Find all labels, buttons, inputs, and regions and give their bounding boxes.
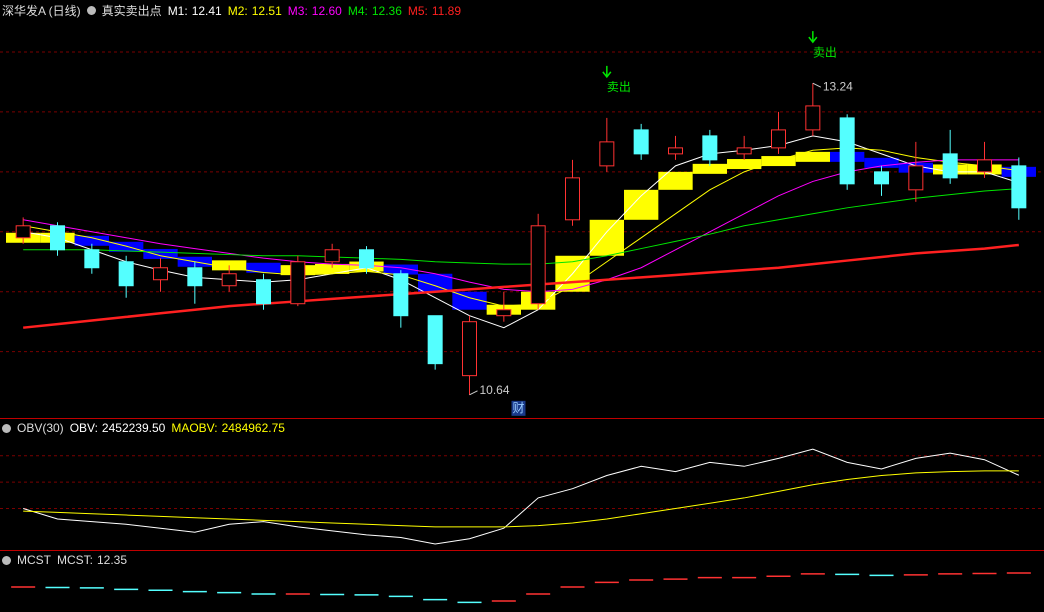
menu-icon bbox=[2, 555, 11, 565]
candle-body bbox=[50, 225, 65, 251]
indicator-block bbox=[761, 156, 796, 167]
legend-name: MAOBV: bbox=[171, 421, 218, 435]
indicator-block bbox=[658, 171, 693, 190]
candle-body bbox=[668, 147, 683, 155]
indicator-name: 真实卖出点 bbox=[101, 4, 162, 18]
indicator-block bbox=[692, 163, 727, 174]
high-label: 13.24 bbox=[823, 79, 853, 93]
high-pointer bbox=[812, 82, 822, 88]
signal-label: 卖出 bbox=[607, 80, 631, 94]
series-line bbox=[23, 243, 1019, 329]
indicator-block bbox=[589, 219, 624, 256]
readout: M1: 12.41 bbox=[168, 4, 222, 18]
series-line bbox=[23, 448, 1020, 545]
indicator-block bbox=[109, 241, 144, 252]
indicator-block bbox=[864, 157, 899, 168]
candle-body bbox=[187, 267, 203, 287]
legend-value: 11.89 bbox=[431, 3, 462, 18]
legend-name: M2: bbox=[227, 3, 248, 18]
legend-name: OBV: bbox=[69, 421, 98, 435]
candle-body bbox=[736, 147, 752, 155]
candle-body bbox=[599, 141, 615, 167]
legend-value: 12.51 bbox=[251, 3, 282, 18]
indicator-block bbox=[727, 159, 762, 170]
candle-body bbox=[633, 129, 649, 155]
readout: OBV: 2452239.50 bbox=[70, 421, 166, 435]
signal-arrow bbox=[602, 65, 612, 79]
candle-body bbox=[221, 273, 237, 287]
candle-body bbox=[496, 309, 512, 317]
candle-body bbox=[84, 249, 100, 269]
candle-body bbox=[942, 153, 958, 179]
candle-body bbox=[908, 165, 924, 191]
legend-value: 12.60 bbox=[311, 3, 342, 18]
indicator-block bbox=[624, 189, 659, 220]
candle-body bbox=[805, 105, 821, 131]
candle-body bbox=[462, 321, 477, 377]
candle-body bbox=[324, 249, 340, 263]
legend-value: 12.35 bbox=[97, 553, 128, 567]
indicator-name: OBV(30) bbox=[17, 421, 64, 435]
candle-body bbox=[1011, 165, 1027, 209]
candle-body bbox=[530, 225, 546, 305]
legend-value: 2484962.75 bbox=[221, 421, 285, 435]
indicator-block bbox=[795, 151, 830, 162]
readout: M3: 12.60 bbox=[288, 4, 342, 18]
candle-body bbox=[359, 249, 374, 269]
indicator-block bbox=[383, 264, 418, 275]
signal-label: 卖出 bbox=[813, 45, 837, 59]
chart-title: 深华发A (日线) bbox=[2, 4, 81, 18]
legend-name: MCST: bbox=[57, 553, 93, 567]
readout: M2: 12.51 bbox=[228, 4, 282, 18]
indicator-block bbox=[143, 248, 178, 259]
menu-icon bbox=[2, 423, 11, 433]
candle-body bbox=[702, 135, 718, 161]
candle-body bbox=[839, 117, 855, 185]
readout: M5: 11.89 bbox=[408, 4, 461, 18]
panel-header: MCST MCST: 12.35 bbox=[2, 553, 127, 567]
candle-body bbox=[15, 225, 31, 239]
legend-name: M5: bbox=[407, 3, 428, 18]
low-pointer bbox=[469, 390, 478, 396]
readout: MAOBV: 2484962.75 bbox=[171, 421, 285, 435]
candle-body bbox=[565, 177, 580, 221]
event-box bbox=[511, 400, 526, 416]
indicator-block bbox=[246, 262, 281, 273]
candle-body bbox=[118, 261, 134, 287]
legend-value: 12.36 bbox=[371, 3, 402, 18]
indicator-block bbox=[74, 235, 109, 246]
legend-name: M4: bbox=[347, 3, 368, 18]
signal-arrow bbox=[808, 31, 818, 44]
candle-body bbox=[256, 279, 271, 305]
series-line bbox=[23, 159, 1019, 293]
indicator-name: MCST bbox=[17, 553, 51, 567]
legend-value: 2452239.50 bbox=[101, 421, 166, 435]
readout: M4: 12.36 bbox=[348, 4, 402, 18]
candle-body bbox=[153, 267, 168, 281]
menu-icon bbox=[86, 6, 96, 15]
candle-body bbox=[874, 171, 889, 185]
event-label: 财 bbox=[512, 401, 524, 415]
series-line bbox=[23, 188, 1019, 265]
indicator-block bbox=[315, 263, 350, 274]
candle-body bbox=[771, 129, 786, 149]
panel-header: OBV(30) OBV: 2452239.50 MAOBV: 2484962.75 bbox=[2, 421, 285, 435]
panel-header: 深华发A (日线) 真实卖出点 M1: 12.41 M2: 12.51 M3: 12.60 M4… bbox=[2, 2, 461, 19]
legend-name: M3: bbox=[287, 3, 308, 18]
series-line bbox=[23, 147, 1019, 307]
low-label: 10.64 bbox=[480, 383, 510, 397]
series-line bbox=[23, 470, 1019, 528]
legend-value: 12.41 bbox=[191, 3, 222, 18]
candle-body bbox=[977, 159, 992, 173]
legend-name: M1: bbox=[167, 3, 188, 18]
readout: MCST: 12.35 bbox=[57, 553, 127, 567]
candle-body bbox=[393, 273, 409, 317]
candle-body bbox=[427, 315, 443, 365]
indicator-block bbox=[418, 273, 453, 292]
indicator-block bbox=[452, 291, 487, 310]
candle-body bbox=[290, 261, 306, 305]
